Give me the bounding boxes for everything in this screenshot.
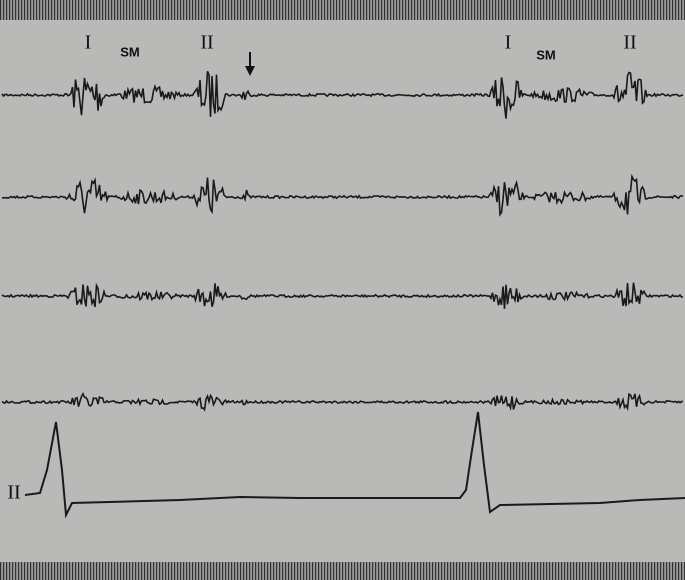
time-marks-top xyxy=(0,0,685,20)
ecg-lead-label: II xyxy=(7,482,20,504)
murmur-label: SM xyxy=(120,44,140,59)
phonocardiogram: I SM II I SM II II xyxy=(0,0,685,580)
murmur-label: SM xyxy=(536,47,556,62)
s2-label: II xyxy=(200,32,213,54)
time-marks-bottom xyxy=(0,562,685,580)
s1-label: I xyxy=(505,32,512,54)
paper xyxy=(0,0,685,580)
recording-frame: I SM II I SM II II xyxy=(0,0,685,580)
s1-label: I xyxy=(85,32,92,54)
s2-label: II xyxy=(623,32,636,54)
